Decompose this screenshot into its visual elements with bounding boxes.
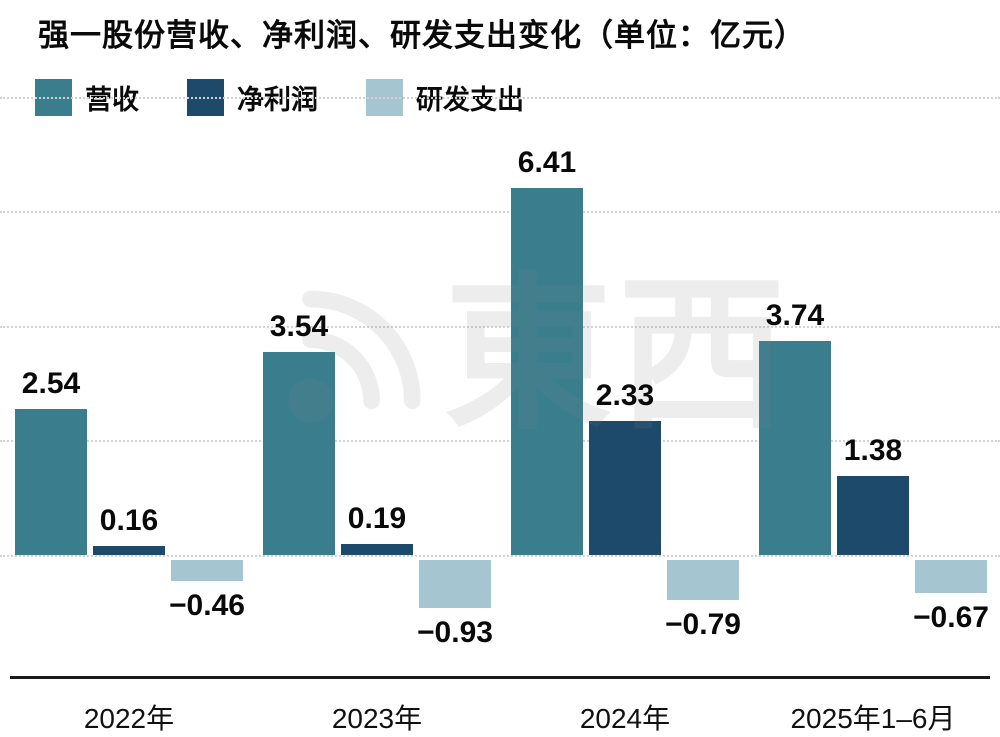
bar-net-profit-2 — [341, 544, 413, 555]
value-label: 3.54 — [269, 310, 329, 344]
x-axis-label: 2024年 — [579, 703, 671, 734]
bar-revenue-1 — [15, 409, 87, 555]
value-label: 1.38 — [843, 433, 903, 467]
value-label: 3.74 — [765, 298, 825, 332]
bar-net-profit-1 — [93, 545, 165, 555]
value-label: −0.67 — [913, 601, 989, 635]
value-label: 2.33 — [595, 379, 655, 413]
bar-revenue-3 — [511, 187, 583, 555]
legend-item-net-profit: 净利润 — [187, 78, 318, 117]
bar-revenue-2 — [263, 352, 335, 555]
value-label: 0.19 — [347, 502, 407, 536]
bar-revenue-4 — [759, 340, 831, 555]
value-label: 2.54 — [21, 367, 81, 401]
x-axis-label: 2025年1–6月 — [790, 703, 956, 734]
legend-label-net-profit: 净利润 — [237, 85, 318, 115]
x-axis-line — [10, 676, 990, 679]
value-label: −0.79 — [665, 608, 741, 642]
legend-label-rd-expense: 研发支出 — [416, 85, 524, 115]
value-label: 6.41 — [517, 145, 577, 179]
gridline — [0, 211, 1000, 214]
value-label: −0.93 — [417, 616, 493, 650]
legend-label-revenue: 营收 — [85, 85, 139, 115]
gridline — [0, 440, 1000, 443]
bar-rd-expense-2 — [419, 560, 491, 609]
bar-rd-expense-3 — [667, 560, 739, 601]
gridline — [0, 96, 1000, 99]
chart-title: 强一股份营收、净利润、研发支出变化（单位：亿元） — [38, 18, 806, 53]
x-axis-label: 2023年 — [331, 703, 423, 734]
bar-net-profit-3 — [589, 421, 661, 555]
bar-net-profit-4 — [837, 475, 909, 555]
gridline — [0, 555, 1000, 557]
x-axis-label: 2022年 — [83, 703, 175, 734]
bar-rd-expense-1 — [171, 560, 243, 582]
value-label: 0.16 — [99, 503, 159, 537]
bar-rd-expense-4 — [915, 560, 987, 594]
value-label: −0.46 — [169, 589, 245, 623]
gridline — [0, 325, 1000, 328]
